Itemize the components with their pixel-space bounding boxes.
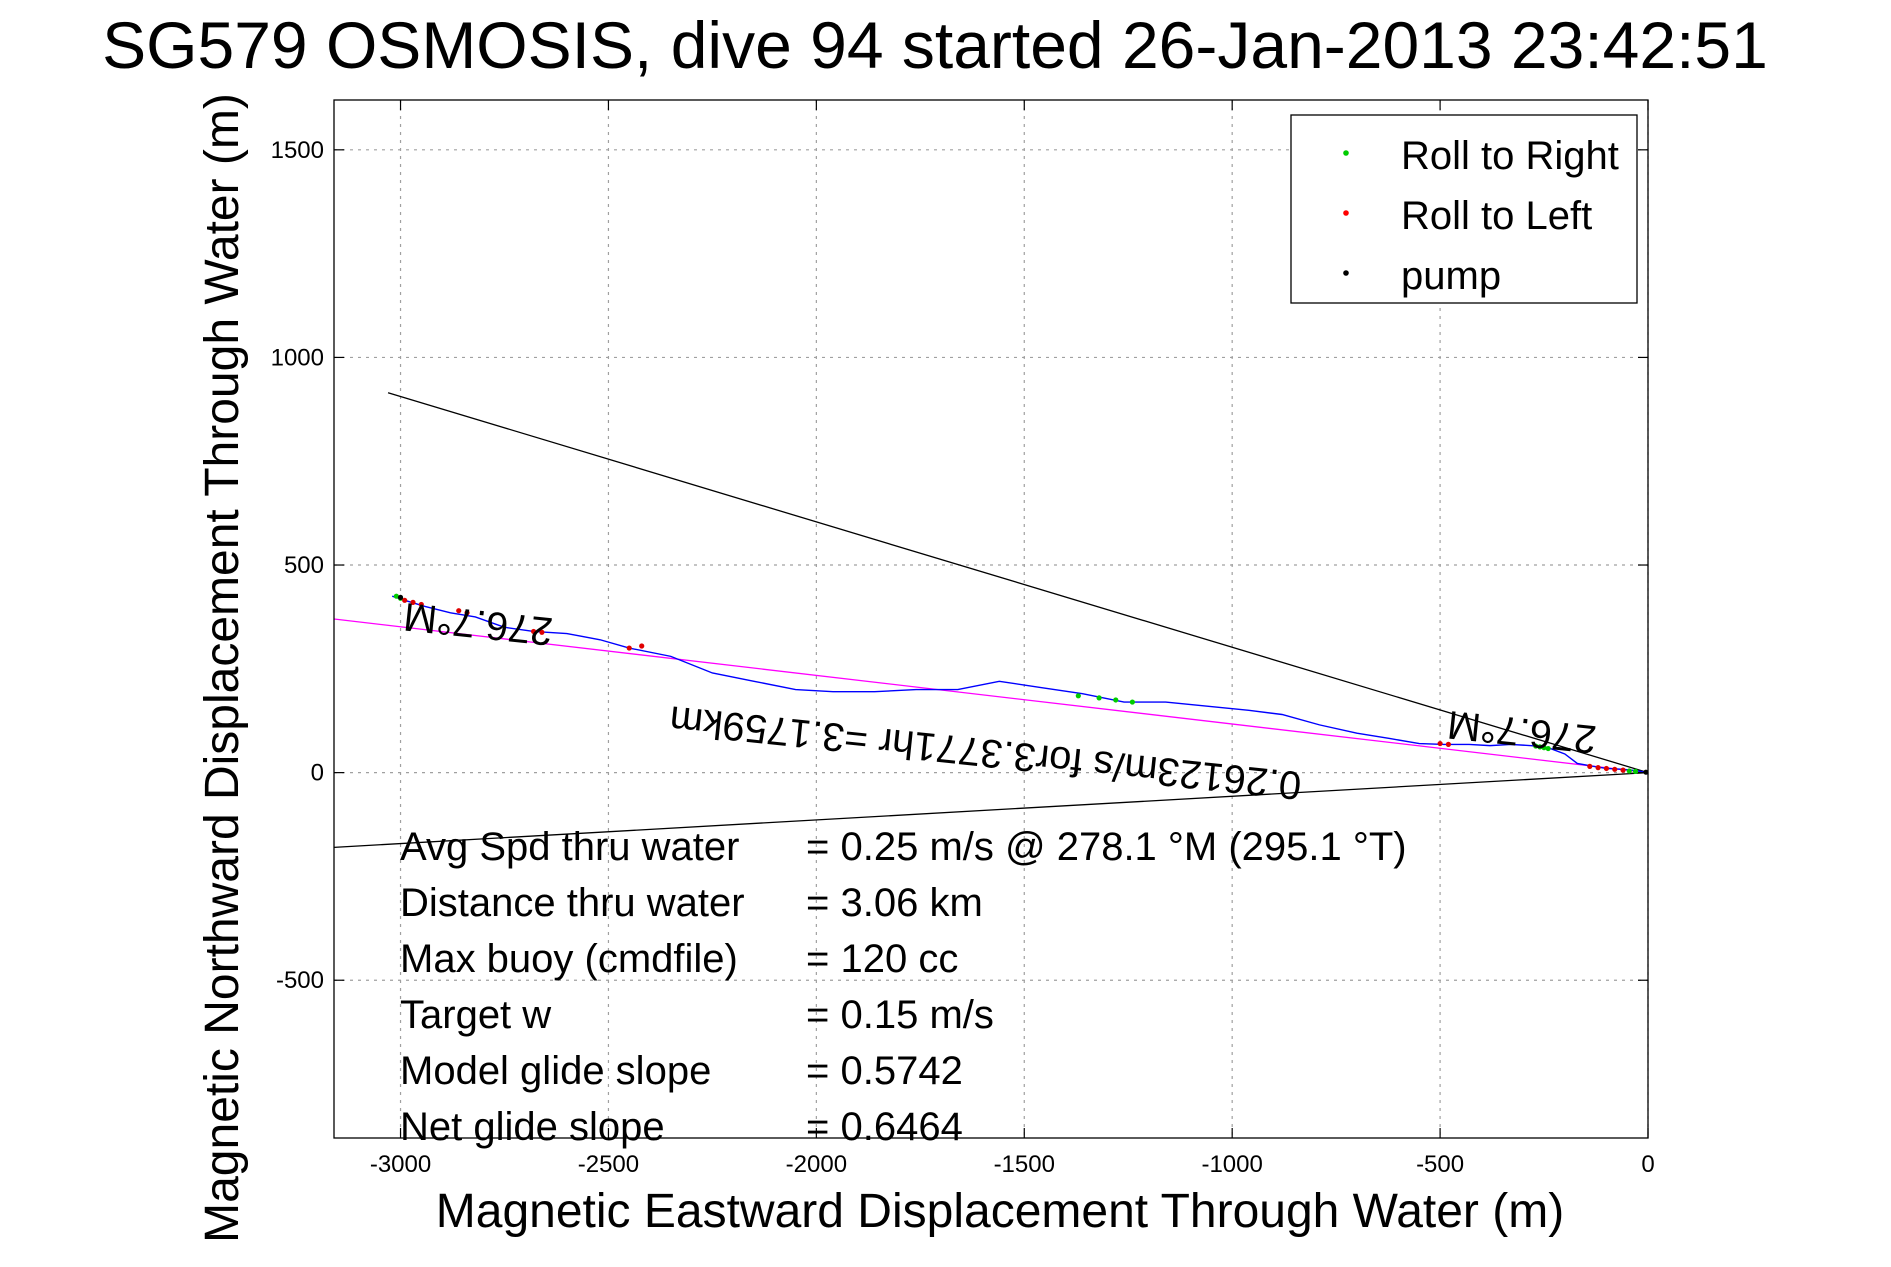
axes: -3000 -2500 -2000 -1500 -1000 -500 0 -500 0 500 10… — [271, 100, 1655, 1178]
roll-left-marker — [539, 629, 545, 635]
legend: Roll to Right Roll to Left pump — [1290, 114, 1638, 304]
lower-bound-line — [334, 771, 1648, 849]
legend-box — [1290, 114, 1638, 304]
roll-right-marker — [393, 593, 399, 599]
roll-right-marker — [1632, 768, 1639, 774]
upper-bound-line — [387, 392, 1648, 774]
roll-left-marker — [456, 608, 462, 614]
roll-right-marker — [1096, 695, 1102, 701]
stats-label: Avg Spd thru water — [400, 825, 739, 869]
roll-left-marker — [530, 628, 537, 635]
legend-marker — [1343, 150, 1349, 156]
x-tick-label: -1000 — [1201, 1151, 1262, 1178]
y-tick-label: 1500 — [271, 137, 324, 164]
roll-left-marker — [626, 645, 632, 651]
x-axis-label: Magnetic Eastward Displacement Through W… — [436, 1185, 1564, 1238]
roll-left-marker — [1612, 766, 1618, 772]
roll-right-marker — [1541, 745, 1547, 751]
legend-label: Roll to Left — [1401, 194, 1592, 238]
y-tick-label: 500 — [284, 552, 324, 579]
stats-value: = 0.15 m/s — [806, 993, 994, 1037]
stats-value: = 0.25 m/s @ 278.1 °M (295.1 °T) — [806, 825, 1407, 869]
legend-marker — [1343, 270, 1349, 276]
pump-marker — [397, 594, 404, 601]
roll-left-marker — [418, 601, 424, 608]
x-tick-label: 0 — [1641, 1151, 1654, 1178]
legend-label: pump — [1401, 254, 1501, 298]
roll-right-marker — [1626, 768, 1632, 774]
stats-label: Max buoy (cmdfile) — [400, 937, 738, 981]
y-tick-label: 0 — [311, 760, 324, 787]
roll-left-marker — [464, 610, 470, 616]
stats-value: = 3.06 km — [806, 881, 983, 925]
roll-left-marker — [1620, 767, 1626, 773]
stats-label: Net glide slope — [400, 1105, 665, 1149]
roll-left-marker — [402, 597, 408, 603]
roll-left-marker — [1595, 765, 1601, 771]
x-tick-label: -2500 — [578, 1151, 639, 1178]
heading-line — [334, 618, 1648, 774]
y-tick-label: 1000 — [271, 344, 324, 371]
plot-frame — [333, 99, 1649, 1139]
stats-label: Distance thru water — [400, 881, 745, 925]
stats-block: Avg Spd thru water = 0.25 m/s @ 278.1 °M … — [400, 825, 1407, 1149]
y-tick-label: -500 — [276, 967, 324, 994]
x-tick-label: -3000 — [370, 1151, 431, 1178]
roll-left-marker — [639, 643, 645, 649]
stats-value: = 0.5742 — [806, 1049, 963, 1093]
x-tick-label: -2000 — [786, 1151, 847, 1178]
stats-label: Target w — [400, 993, 551, 1037]
roll-right-marker — [1545, 745, 1551, 752]
x-tick-label: -1500 — [994, 1151, 1055, 1178]
stats-value: = 120 cc — [806, 937, 958, 981]
roll-right-marker — [1075, 693, 1081, 699]
roll-right-marker — [1537, 744, 1543, 750]
roll-left-marker — [1587, 763, 1593, 769]
stats-label: Model glide slope — [400, 1049, 711, 1093]
stats-value: = 0.6464 — [806, 1105, 963, 1149]
roll-left-marker — [1603, 765, 1610, 772]
roll-right-marker — [1129, 699, 1135, 705]
y-axis-label: Magnetic Northward Displacement Through … — [196, 93, 249, 1243]
legend-marker — [1343, 210, 1349, 216]
roll-left-marker — [1437, 740, 1443, 747]
chart-title: SG579 OSMOSIS, dive 94 started 26-Jan-20… — [102, 8, 1768, 82]
roll-right-marker — [1113, 697, 1119, 703]
roll-left-marker — [410, 599, 416, 605]
roll-right-marker — [1533, 743, 1539, 749]
x-tick-label: -500 — [1416, 1151, 1464, 1178]
legend-label: Roll to Right — [1401, 134, 1619, 178]
roll-left-marker — [1445, 741, 1452, 747]
